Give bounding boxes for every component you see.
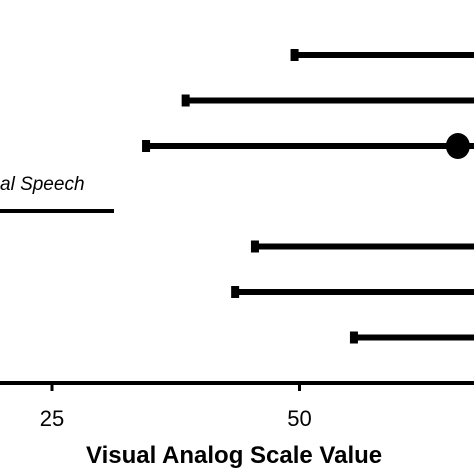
- interval-cap-0: [290, 49, 299, 61]
- interval-cap-1: [181, 94, 190, 107]
- interval-cap-2: [142, 140, 151, 152]
- interval-row-4: [231, 286, 474, 298]
- interval-cap-4: [231, 286, 240, 298]
- x-axis-label: Visual Analog Scale Value: [86, 442, 382, 469]
- interval-point-2: [445, 133, 470, 159]
- interval-row-0: [290, 49, 474, 61]
- x-tick-label-0: 25: [40, 406, 64, 431]
- interval-rows: [142, 49, 474, 344]
- annotation: al Speech: [0, 174, 114, 213]
- interval-row-3: [250, 240, 474, 253]
- annotation-text: al Speech: [0, 174, 85, 195]
- interval-row-5: [349, 331, 474, 344]
- x-axis-ticks: 25 50: [40, 383, 312, 431]
- interval-cap-5: [349, 331, 358, 344]
- interval-cap-3: [250, 240, 259, 253]
- x-tick-label-1: 50: [287, 406, 311, 431]
- interval-row-2: [142, 133, 474, 159]
- interval-row-1: [181, 94, 474, 107]
